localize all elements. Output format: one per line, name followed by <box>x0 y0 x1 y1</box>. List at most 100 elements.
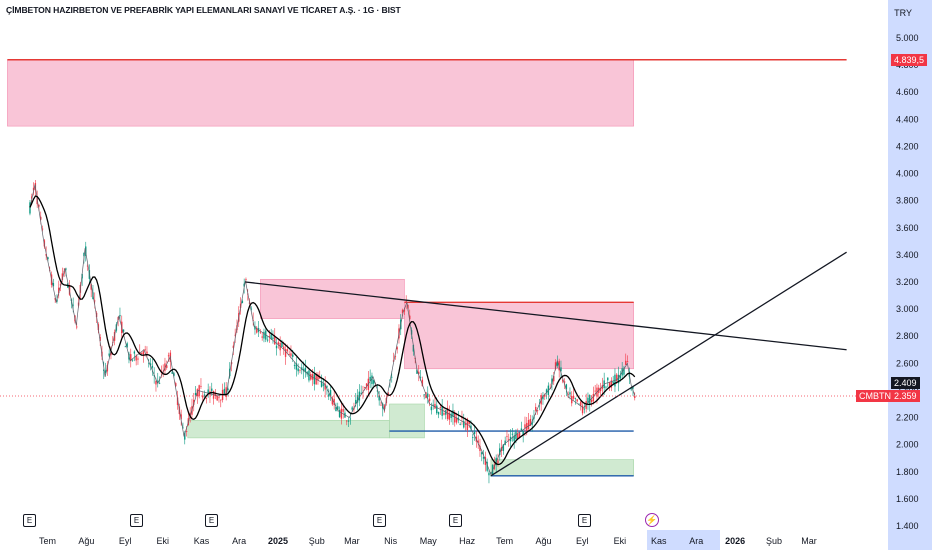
earnings-event-icon[interactable]: E <box>449 514 462 527</box>
supply-zone <box>7 59 634 127</box>
candle-body <box>563 381 566 383</box>
candle-body <box>308 370 310 381</box>
time-tick-label: Kas <box>651 536 667 546</box>
candle-body <box>481 452 483 455</box>
price-tick-label: 5.000 <box>896 33 919 43</box>
candle-body <box>441 406 443 416</box>
price-tick-label: 4.400 <box>896 114 919 124</box>
candle-body <box>225 387 227 397</box>
candle-body <box>617 374 620 384</box>
time-tick-label: Kas <box>194 536 210 546</box>
time-tick-label: Eki <box>614 536 627 546</box>
candle-body <box>202 395 204 398</box>
candle-body <box>608 382 611 388</box>
candle-body <box>394 356 397 358</box>
candle-body <box>103 369 105 371</box>
candle-body <box>545 389 548 393</box>
candle-body <box>351 407 353 410</box>
candle-body <box>464 423 467 425</box>
candle-body <box>594 390 596 392</box>
candle-body <box>572 395 575 399</box>
candle-body <box>317 374 319 381</box>
candle-body <box>468 421 470 424</box>
candle-body <box>135 355 137 361</box>
candle-body <box>587 397 589 403</box>
candle-body <box>538 405 541 407</box>
candle-body <box>29 202 31 214</box>
price-tick-label: 3.400 <box>896 250 919 260</box>
candle-body <box>38 205 40 207</box>
earnings-event-icon[interactable]: E <box>578 514 591 527</box>
candle-body <box>223 388 226 396</box>
price-axis[interactable] <box>888 0 932 550</box>
candle-body <box>632 386 634 389</box>
candle-body <box>418 371 420 375</box>
candle-body <box>360 392 362 394</box>
zigzag-layer <box>29 184 636 476</box>
candle-body <box>607 377 609 381</box>
time-tick-label: Ara <box>232 536 246 546</box>
candle-body <box>290 353 292 356</box>
candle-body <box>491 464 494 475</box>
candle-body <box>166 365 168 368</box>
candle-body <box>427 393 429 397</box>
candle-body <box>333 398 335 406</box>
candle-body <box>439 407 442 409</box>
candle-body <box>110 351 112 356</box>
candle-body <box>337 406 339 410</box>
candle-body <box>108 353 110 356</box>
candle-body <box>434 403 436 409</box>
time-axis-highlight <box>647 530 720 550</box>
candle-body <box>569 392 571 395</box>
moving-average-line <box>29 195 636 466</box>
candle-body <box>243 283 245 287</box>
candle-body <box>356 395 359 403</box>
candle-body <box>167 355 170 357</box>
zigzag-line <box>29 184 636 476</box>
candle-body <box>522 431 524 436</box>
candle-body <box>295 363 298 370</box>
earnings-event-icon[interactable]: E <box>205 514 218 527</box>
flash-event-icon[interactable]: ⚡ <box>645 513 659 527</box>
close-price-badge: 2.359 <box>891 390 920 402</box>
candle-body <box>486 461 488 471</box>
candle-body <box>349 418 352 420</box>
candle-body <box>592 393 595 402</box>
candle-body <box>619 375 622 379</box>
candle-body <box>104 370 107 374</box>
candle-body <box>511 433 514 435</box>
candle-body <box>254 326 256 330</box>
chart-title: ÇİMBETON HAZIRBETON VE PREFABRİK YAPI EL… <box>6 5 401 15</box>
candle-body <box>405 300 407 303</box>
candle-body <box>281 342 283 347</box>
demand-zone <box>389 403 425 439</box>
candle-body <box>578 403 580 405</box>
candle-body <box>232 345 235 349</box>
candle-body <box>473 432 476 434</box>
candle-body <box>416 369 418 374</box>
time-tick-label: Nis <box>384 536 397 546</box>
candle-body <box>133 351 136 354</box>
candle-body <box>454 412 456 423</box>
currency-label[interactable]: TRY <box>894 8 912 18</box>
candle-body <box>200 385 202 387</box>
earnings-event-icon[interactable]: E <box>373 514 386 527</box>
candle-body <box>554 362 557 369</box>
candle-body <box>185 431 188 432</box>
candle-body <box>173 373 175 376</box>
candle-body <box>83 252 85 257</box>
candle-body <box>146 351 148 354</box>
time-tick-label: Şub <box>309 536 325 546</box>
price-tick-label: 1.400 <box>896 521 919 531</box>
earnings-event-icon[interactable]: E <box>23 514 36 527</box>
candle-body <box>544 394 546 397</box>
candle-body <box>275 345 278 349</box>
candle-body <box>517 433 519 440</box>
candle-body <box>347 420 350 422</box>
candle-body <box>137 358 139 360</box>
candle-body <box>270 334 272 340</box>
candle-body <box>283 346 285 350</box>
earnings-event-icon[interactable]: E <box>130 514 143 527</box>
high-price-badge: 4.839,5 <box>891 54 928 66</box>
